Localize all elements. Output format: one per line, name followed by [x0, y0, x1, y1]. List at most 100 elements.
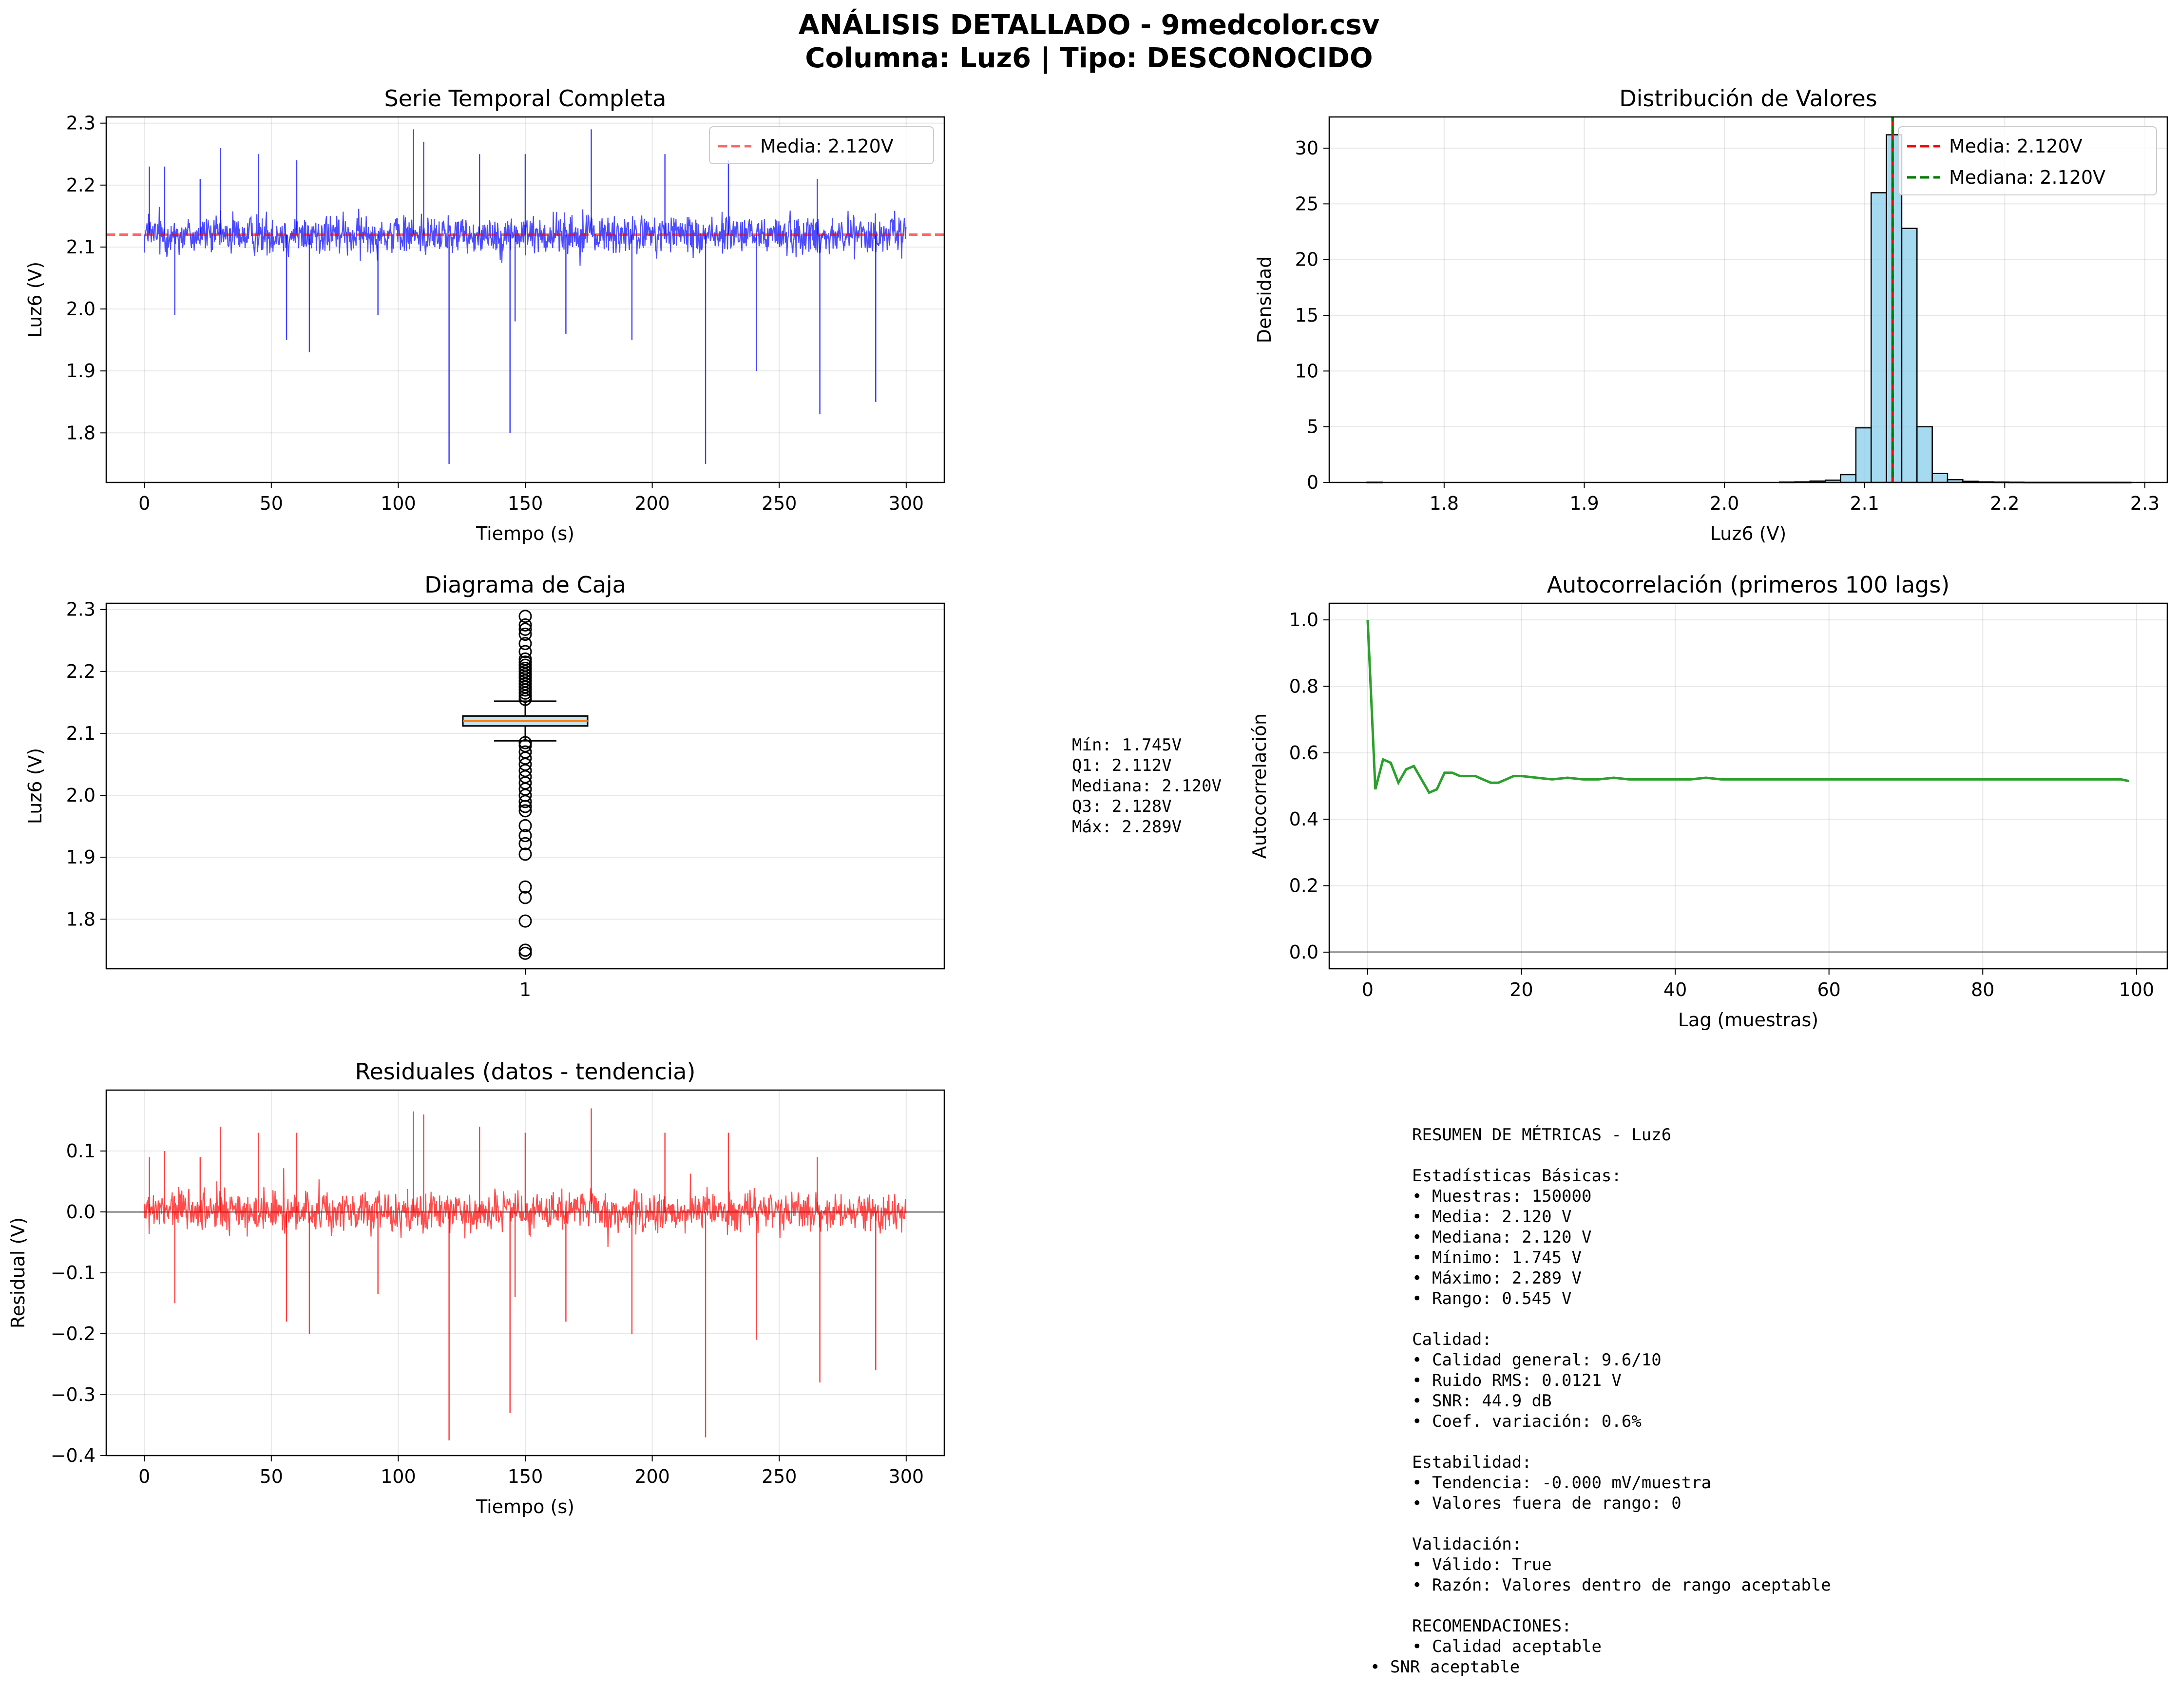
outlier-point [518, 943, 532, 957]
summary-validation-line: • Válido: True [1412, 1555, 1552, 1574]
x-axis-label: Tiempo (s) [476, 1496, 574, 1517]
summary-stability-line: • Tendencia: -0.000 mV/muestra [1412, 1473, 1711, 1493]
y-tick-label: 15 [1295, 305, 1318, 326]
y-tick-label: 25 [1295, 193, 1318, 214]
outlier-point [518, 739, 532, 752]
x-tick-label: 20 [1509, 979, 1533, 1000]
x-tick-label: 2.2 [1990, 493, 2019, 514]
summary-quality-line: • Calidad general: 9.6/10 [1412, 1350, 1662, 1370]
y-tick-label: 2.3 [66, 599, 96, 620]
y-tick-label: 0 [1307, 472, 1318, 493]
x-tick-label: 300 [889, 1466, 924, 1487]
summary-basic-line: • Mediana: 2.120 V [1412, 1228, 1591, 1247]
plot-frame [105, 116, 945, 483]
legend-box [709, 126, 934, 164]
summary-quality-line: • Coef. variación: 0.6% [1412, 1412, 1642, 1431]
outlier-point [518, 658, 532, 672]
plot-frame [105, 1089, 945, 1457]
x-tick-label: 40 [1663, 979, 1687, 1000]
outlier-point [518, 628, 532, 641]
x-axis-label: Luz6 (V) [1710, 523, 1786, 544]
y-axis-label: Autocorrelación [1249, 713, 1270, 859]
legend-label: Media: 2.120V [1949, 135, 2082, 157]
outlier-point [518, 847, 532, 861]
x-tick-label: 60 [1817, 979, 1841, 1000]
y-tick-label: 2.2 [66, 661, 96, 682]
outlier-point [518, 610, 532, 623]
summary-quality-header: Calidad: [1412, 1330, 1492, 1349]
summary-reco-last: • SNR aceptable [1370, 1657, 1520, 1677]
box-stat-min: Mín: 1.745V [1072, 735, 1182, 755]
summary-reco-header: RECOMENDACIONES: [1412, 1616, 1572, 1636]
y-tick-label: −0.2 [51, 1323, 96, 1344]
x-tick-label: 300 [889, 493, 924, 514]
panel-title: Autocorrelación (primeros 100 lags) [1547, 572, 1950, 598]
y-tick-label: 2.3 [66, 113, 96, 134]
x-tick-label: 80 [1971, 979, 1994, 1000]
y-axis-label: Residual (V) [7, 1217, 29, 1328]
outlier-point [518, 645, 532, 658]
plot-frame [1328, 602, 2168, 970]
box-stat-median: Mediana: 2.120V [1072, 776, 1222, 796]
summary-stability-line: • Valores fuera de rango: 0 [1412, 1494, 1681, 1513]
panel-title: Distribución de Valores [1619, 85, 1877, 112]
x-tick-label: 100 [381, 493, 416, 514]
y-tick-label: 0.1 [66, 1140, 96, 1162]
summary-stability-header: Estabilidad: [1412, 1453, 1532, 1472]
y-tick-label: 2.0 [66, 785, 96, 806]
x-tick-label: 150 [508, 493, 543, 514]
x-tick-label: 0 [138, 493, 150, 514]
series-line [144, 207, 907, 266]
outlier-point [518, 880, 532, 894]
outlier-point [518, 655, 532, 669]
figure-title-line1: ANÁLISIS DETALLADO - 9medcolor.csv [799, 9, 1380, 41]
summary-basic-line: • Rango: 0.545 V [1412, 1289, 1572, 1308]
outlier-point [518, 804, 532, 818]
x-tick-label: 200 [634, 1466, 670, 1487]
plot-frame [1328, 116, 2168, 483]
legend-box [1898, 126, 2157, 195]
x-tick-label: 1.8 [1430, 493, 1459, 514]
outlier-point [518, 661, 532, 675]
y-tick-label: 0.0 [66, 1201, 96, 1223]
y-tick-label: 0.6 [1289, 742, 1318, 764]
summary-quality-line: • Ruido RMS: 0.0121 V [1412, 1371, 1622, 1390]
acf-line [1366, 619, 2129, 794]
x-tick-label: 1 [519, 979, 531, 1000]
x-tick-label: 200 [634, 493, 670, 514]
y-tick-label: 20 [1295, 249, 1318, 270]
summary-reco-line: • Calidad aceptable [1412, 1637, 1602, 1656]
y-axis-label: Luz6 (V) [24, 262, 46, 338]
summary-basic-header: Estadísticas Básicas: [1412, 1166, 1622, 1186]
outlier-point [518, 891, 532, 904]
boxplot-panel: 1.8 1.9 2.0 2.1 2.2 2.3 Diagrama de Caja Luz6 (… [24, 572, 945, 1000]
summary-validation-line: • Razón: Valores dentro de rango aceptab… [1412, 1575, 1831, 1595]
y-tick-label: 1.8 [66, 422, 96, 443]
y-tick-label: 0.8 [1289, 675, 1318, 697]
outlier-point [518, 622, 532, 636]
panel-title: Residuales (datos - tendencia) [355, 1058, 696, 1085]
x-tick-label: 0 [1362, 979, 1374, 1000]
histogram-bar [1855, 427, 1872, 483]
y-tick-label: 0.0 [1289, 941, 1318, 963]
y-tick-label: 2.1 [66, 236, 96, 258]
figure-title-line2: Columna: Luz6 | Tipo: DESCONOCIDO [805, 42, 1373, 74]
x-tick-label: 100 [2119, 979, 2155, 1000]
y-tick-label: −0.3 [51, 1384, 96, 1405]
autocorrelation-panel: 0.0 0.2 0.4 0.6 0.8 1.0 0 20 40 60 80 100 Autocorrel… [1249, 572, 2168, 1031]
y-tick-label: −0.4 [51, 1445, 96, 1466]
panel-title: Diagrama de Caja [424, 572, 626, 598]
panel-title: Serie Temporal Completa [384, 85, 667, 112]
histogram-panel: 0 5 10 15 20 25 30 1.8 1.9 2.0 2.1 2.2 2.3 Distribuci… [1254, 85, 2168, 544]
box-stat-max: Máx: 2.289V [1072, 817, 1182, 837]
summary-basic-line: • Máximo: 2.289 V [1412, 1268, 1582, 1288]
outlier-point [518, 829, 532, 843]
outlier-point [518, 819, 532, 832]
outlier-point [518, 652, 532, 666]
histogram-bar [1901, 228, 1918, 483]
residuals-panel: −0.4 −0.3 −0.2 −0.1 0.0 0.1 0 50 100 150 200 250 300… [7, 1058, 945, 1517]
x-tick-label: 1.9 [1569, 493, 1599, 514]
x-tick-label: 50 [260, 1466, 283, 1487]
y-tick-label: 1.8 [66, 908, 96, 930]
